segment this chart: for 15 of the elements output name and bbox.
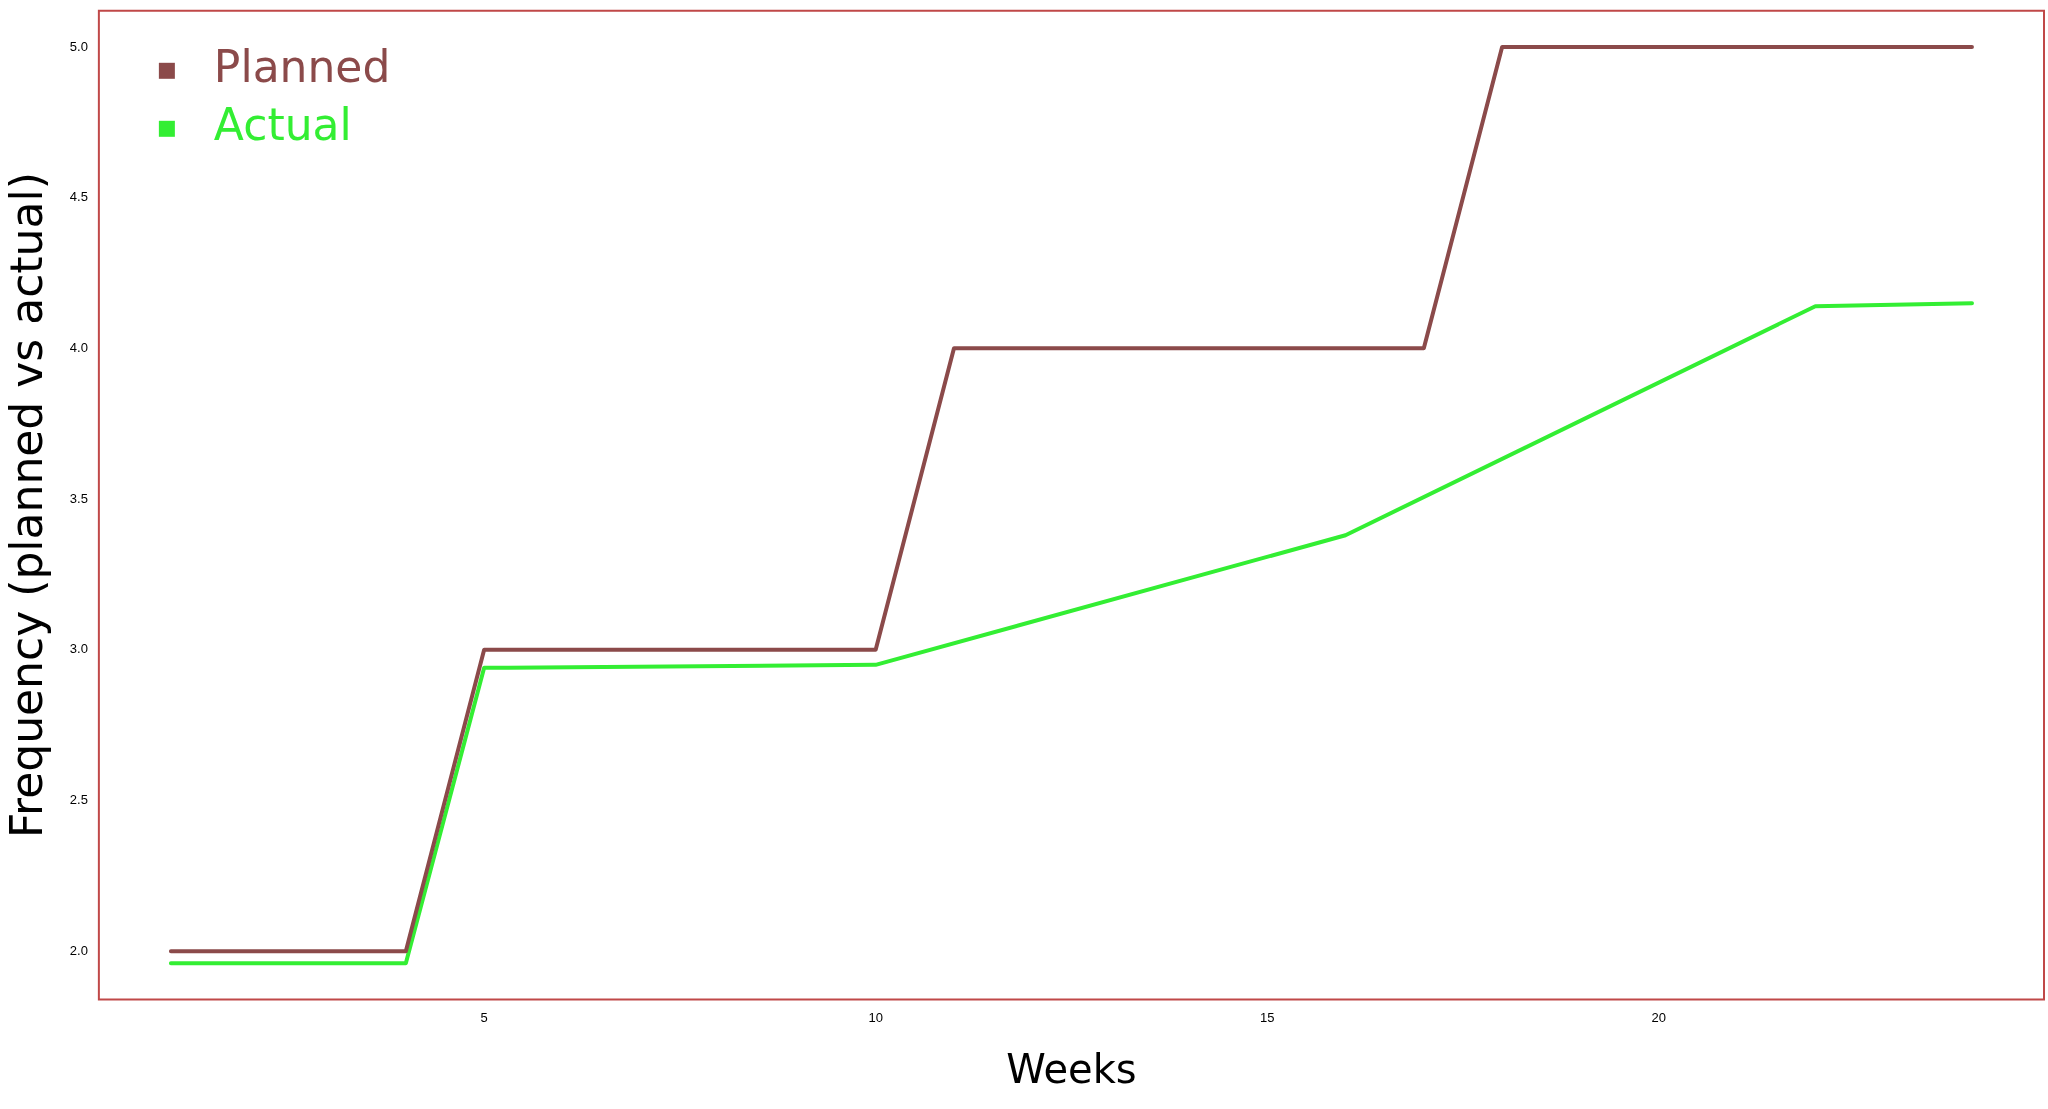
- x-tick-label: 20: [1651, 1009, 1666, 1025]
- y-axis-title: Frequency (planned vs actual): [0, 172, 52, 839]
- x-tick-label: 10: [868, 1009, 883, 1025]
- x-tick-label: 15: [1259, 1009, 1275, 1025]
- legend-label: Planned: [213, 41, 391, 93]
- x-axis-title: Weeks: [1006, 1046, 1137, 1093]
- y-tick-label: 3.0: [69, 641, 88, 657]
- y-tick-label: 4.5: [69, 189, 88, 205]
- legend-label: Actual: [213, 99, 352, 151]
- y-tick-label: 4.0: [69, 339, 88, 355]
- y-tick-label: 2.5: [69, 792, 88, 808]
- y-tick-label: 3.5: [69, 490, 88, 506]
- x-tick-label: 5: [480, 1009, 488, 1025]
- y-tick-label: 2.0: [69, 942, 88, 958]
- y-tick-label: 5.0: [69, 38, 88, 54]
